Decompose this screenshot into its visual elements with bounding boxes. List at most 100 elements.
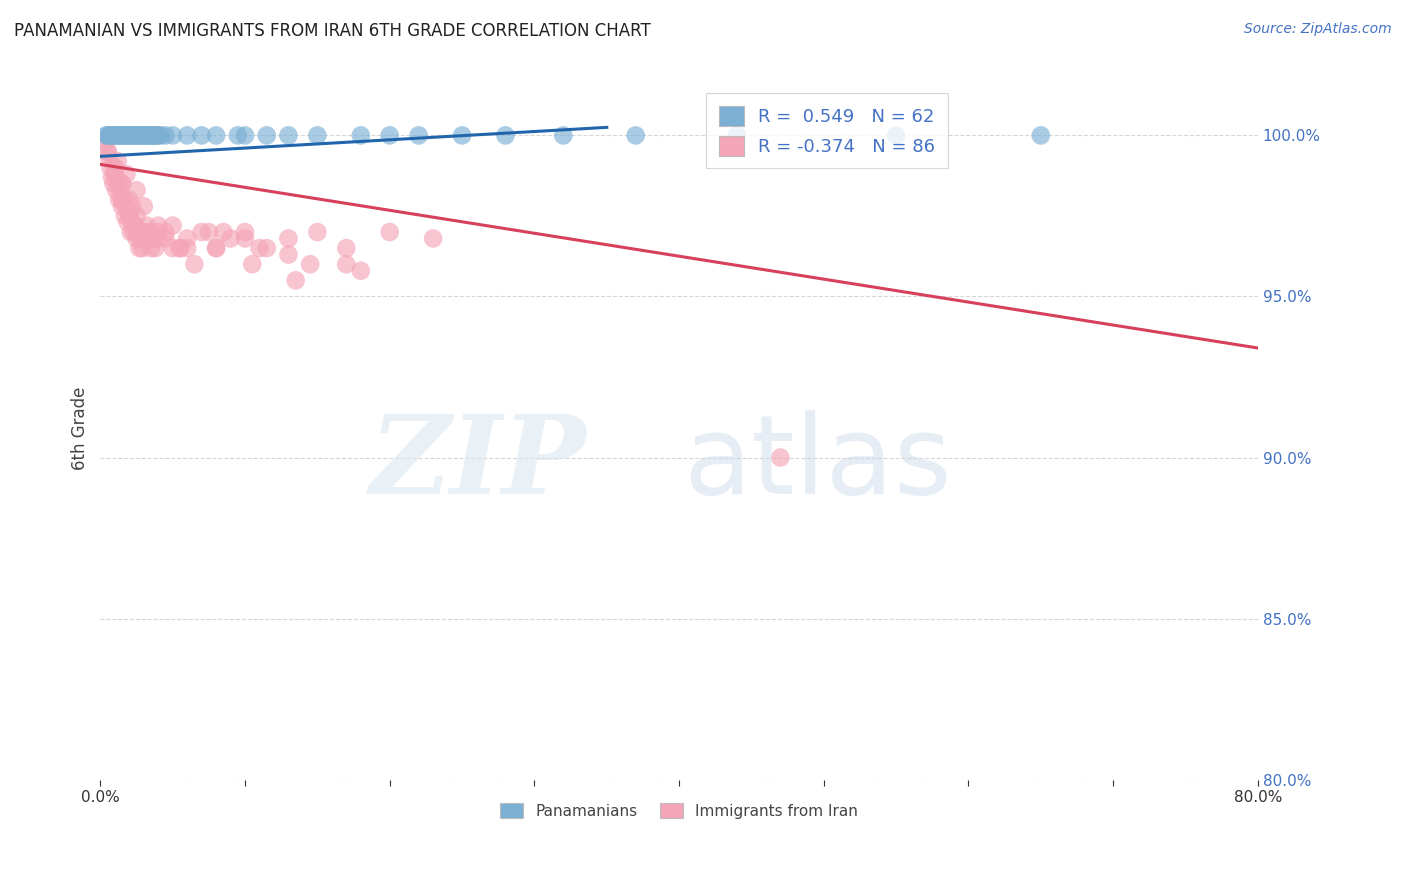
Point: [136, 128, 159, 143]
Point: [103, 177, 125, 191]
Point: [101, 170, 124, 185]
Text: atlas: atlas: [683, 410, 952, 517]
Point: [111, 177, 134, 191]
Text: ZIP: ZIP: [370, 410, 586, 517]
Point: [118, 128, 141, 143]
Point: [155, 128, 177, 143]
Point: [143, 241, 166, 255]
Point: [101, 128, 124, 143]
Point: [107, 154, 129, 169]
Point: [142, 128, 165, 143]
Point: [128, 241, 150, 255]
Point: [104, 167, 127, 181]
Point: [205, 128, 228, 143]
Point: [495, 128, 517, 143]
Point: [132, 128, 155, 143]
Point: [121, 128, 143, 143]
Point: [118, 209, 141, 223]
Point: [350, 128, 373, 143]
Point: [98, 128, 121, 143]
Point: [277, 247, 299, 261]
Point: [120, 128, 142, 143]
Point: [131, 241, 153, 255]
Point: [143, 128, 166, 143]
Point: [100, 161, 122, 175]
Point: [451, 128, 474, 143]
Point: [378, 128, 401, 143]
Point: [148, 128, 170, 143]
Point: [249, 241, 271, 255]
Point: [104, 128, 127, 143]
Point: [128, 128, 150, 143]
Point: [108, 193, 131, 207]
Point: [190, 225, 212, 239]
Point: [150, 128, 173, 143]
Point: [256, 241, 278, 255]
Point: [190, 128, 212, 143]
Point: [118, 209, 141, 223]
Point: [162, 128, 184, 143]
Point: [132, 199, 155, 213]
Point: [105, 183, 128, 197]
Point: [139, 241, 162, 255]
Point: [277, 128, 299, 143]
Point: [94, 128, 117, 143]
Point: [141, 231, 163, 245]
Point: [219, 231, 242, 245]
Point: [162, 241, 184, 255]
Point: [408, 128, 430, 143]
Point: [155, 225, 177, 239]
Point: [98, 151, 121, 165]
Point: [307, 225, 329, 239]
Point: [176, 231, 198, 245]
Point: [212, 225, 235, 239]
Point: [138, 225, 160, 239]
Point: [104, 161, 127, 175]
Point: [107, 128, 129, 143]
Point: [110, 128, 132, 143]
Point: [111, 199, 134, 213]
Point: [115, 199, 138, 213]
Point: [240, 257, 263, 271]
Point: [1029, 128, 1052, 143]
Point: [148, 219, 170, 233]
Point: [205, 241, 228, 255]
Point: [129, 225, 152, 239]
Point: [769, 450, 792, 465]
Point: [118, 193, 141, 207]
Point: [205, 241, 228, 255]
Point: [122, 128, 145, 143]
Point: [299, 257, 322, 271]
Point: [256, 128, 278, 143]
Point: [110, 186, 132, 201]
Point: [117, 128, 139, 143]
Point: [108, 128, 131, 143]
Point: [176, 128, 198, 143]
Point: [141, 128, 163, 143]
Point: [115, 128, 138, 143]
Point: [169, 241, 191, 255]
Point: [155, 231, 177, 245]
Point: [132, 225, 155, 239]
Point: [134, 128, 156, 143]
Point: [125, 231, 148, 245]
Point: [121, 199, 143, 213]
Point: [97, 128, 120, 143]
Point: [162, 219, 184, 233]
Point: [120, 225, 142, 239]
Point: [97, 145, 120, 159]
Point: [553, 128, 575, 143]
Point: [112, 193, 135, 207]
Point: [138, 128, 160, 143]
Point: [183, 257, 205, 271]
Point: [105, 128, 128, 143]
Point: [350, 263, 373, 277]
Point: [129, 128, 152, 143]
Point: [148, 225, 170, 239]
Point: [112, 128, 135, 143]
Point: [277, 231, 299, 245]
Point: [125, 128, 148, 143]
Point: [284, 273, 307, 287]
Point: [233, 231, 256, 245]
Point: [335, 257, 357, 271]
